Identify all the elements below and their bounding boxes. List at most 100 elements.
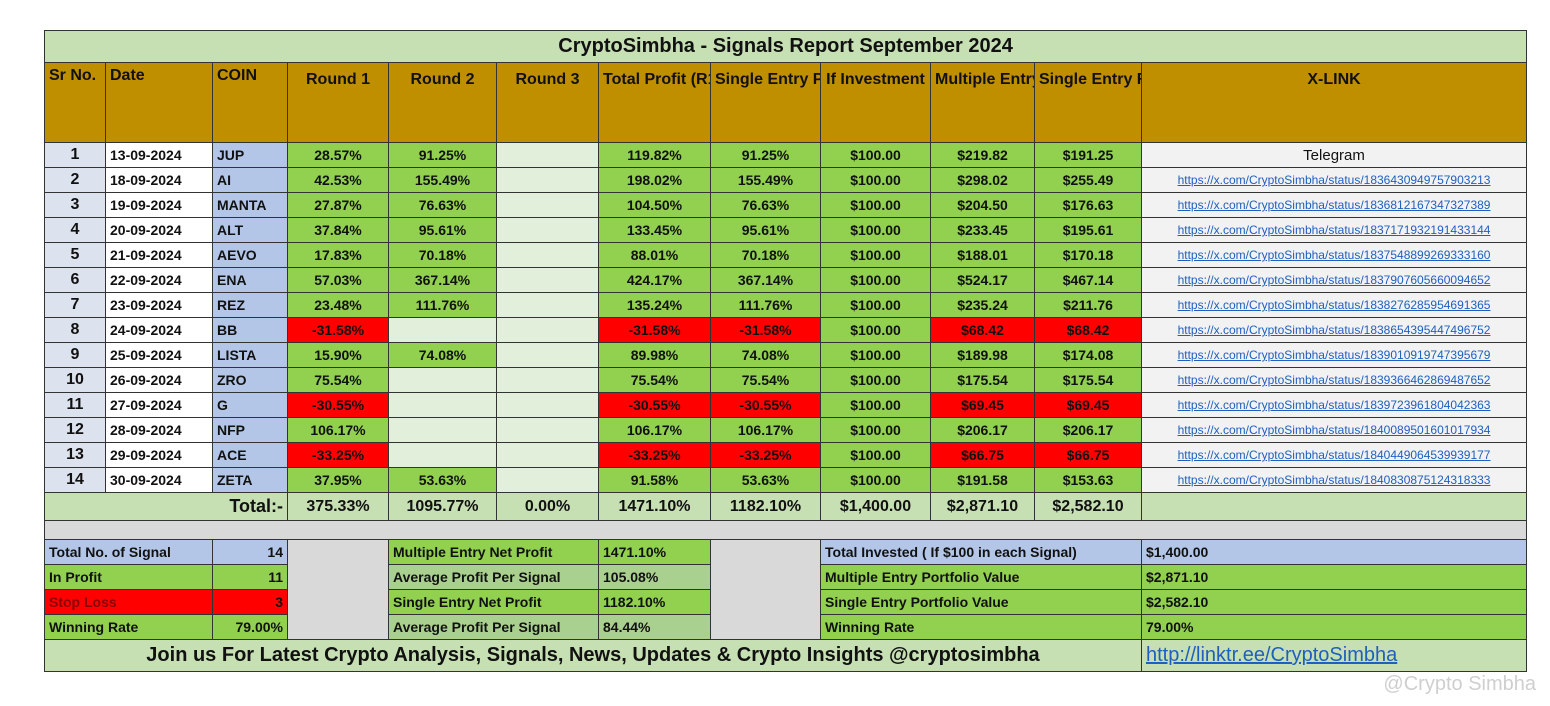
summary-label: Winning Rate bbox=[44, 614, 213, 640]
summary-value: $2,582.10 bbox=[1140, 589, 1528, 615]
cell-sroi: $68.42 bbox=[1034, 317, 1142, 343]
summary-label: Average Profit Per Signal bbox=[388, 564, 599, 590]
table-row: 10 26-09-2024 ZRO 75.54% 75.54% 75.54% $100.00… bbox=[44, 367, 1528, 393]
cell-r2 bbox=[388, 317, 497, 343]
x-link[interactable]: https://x.com/CryptoSimbha/status/184083… bbox=[1177, 473, 1491, 487]
cell-date: 18-09-2024 bbox=[105, 167, 213, 193]
table-row: 7 23-09-2024 REZ 23.48% 111.76% 135.24% 111.76… bbox=[44, 292, 1528, 318]
cell-total: -33.25% bbox=[598, 442, 711, 468]
total-multi: $2,871.10 bbox=[930, 492, 1035, 521]
column-header: Single Entry Profit bbox=[710, 62, 821, 143]
summary-label: Single Entry Portfolio Value bbox=[820, 589, 1142, 615]
x-link[interactable]: https://x.com/CryptoSimbha/status/183790… bbox=[1177, 273, 1491, 287]
cell-link[interactable]: https://x.com/CryptoSimbha/status/183936… bbox=[1140, 367, 1528, 393]
cell-total: -30.55% bbox=[598, 392, 711, 418]
column-header: Sr No. bbox=[44, 62, 106, 143]
x-link[interactable]: https://x.com/CryptoSimbha/status/184008… bbox=[1177, 423, 1491, 437]
cell-r3 bbox=[496, 292, 599, 318]
cell-link[interactable]: https://x.com/CryptoSimbha/status/183972… bbox=[1140, 392, 1528, 418]
footer-text: Join us For Latest Crypto Analysis, Sign… bbox=[44, 639, 1142, 672]
cell-link[interactable]: https://x.com/CryptoSimbha/status/183754… bbox=[1140, 242, 1528, 268]
cell-link[interactable]: https://x.com/CryptoSimbha/status/183681… bbox=[1140, 192, 1528, 218]
cell-coin: ZRO bbox=[212, 367, 288, 393]
cell-inv: $100.00 bbox=[820, 292, 931, 318]
cell-link[interactable]: https://x.com/CryptoSimbha/status/184083… bbox=[1140, 467, 1528, 493]
cell-r3 bbox=[496, 417, 599, 443]
cell-r1: 37.95% bbox=[287, 467, 389, 493]
table-row: 11 27-09-2024 G -30.55% -30.55% -30.55% $100.0… bbox=[44, 392, 1528, 418]
x-link[interactable]: https://x.com/CryptoSimbha/status/183717… bbox=[1177, 223, 1491, 237]
cell-inv: $100.00 bbox=[820, 317, 931, 343]
x-link[interactable]: https://x.com/CryptoSimbha/status/183827… bbox=[1177, 298, 1491, 312]
table-row: 14 30-09-2024 ZETA 37.95% 53.63% 91.58% 53.63%… bbox=[44, 467, 1528, 493]
cell-multi: $235.24 bbox=[930, 292, 1035, 318]
cell-r3 bbox=[496, 442, 599, 468]
report-title: CryptoSimbha - Signals Report September … bbox=[43, 30, 1528, 63]
cell-single: -31.58% bbox=[710, 317, 821, 343]
cell-total: 104.50% bbox=[598, 192, 711, 218]
x-link[interactable]: https://x.com/CryptoSimbha/status/183865… bbox=[1177, 323, 1491, 337]
cell-r3 bbox=[496, 217, 599, 243]
table-row: 9 25-09-2024 LISTA 15.90% 74.08% 89.98% 74.08%… bbox=[44, 342, 1528, 368]
cell-r2: 111.76% bbox=[388, 292, 497, 318]
table-row: 2 18-09-2024 AI 42.53% 155.49% 198.02% 155.49%… bbox=[44, 167, 1528, 193]
x-link[interactable]: https://x.com/CryptoSimbha/status/183754… bbox=[1177, 248, 1491, 262]
cell-link[interactable]: https://x.com/CryptoSimbha/status/183643… bbox=[1140, 167, 1528, 193]
cell-single: 155.49% bbox=[710, 167, 821, 193]
cell-coin: AEVO bbox=[212, 242, 288, 268]
cell-multi: $524.17 bbox=[930, 267, 1035, 293]
cell-date: 13-09-2024 bbox=[105, 142, 213, 168]
cell-single: 53.63% bbox=[710, 467, 821, 493]
total-single_roi: $2,582.10 bbox=[1034, 492, 1142, 521]
cell-r2: 53.63% bbox=[388, 467, 497, 493]
column-header: Round 1 bbox=[287, 62, 389, 143]
x-link[interactable]: https://x.com/CryptoSimbha/status/183972… bbox=[1177, 398, 1491, 412]
cell-single: 76.63% bbox=[710, 192, 821, 218]
x-link[interactable]: https://x.com/CryptoSimbha/status/183643… bbox=[1177, 173, 1491, 187]
summary-value: 14 bbox=[212, 539, 288, 565]
cell-link[interactable]: https://x.com/CryptoSimbha/status/183865… bbox=[1140, 317, 1528, 343]
total-r3: 0.00% bbox=[496, 492, 599, 521]
table-row: 5 21-09-2024 AEVO 17.83% 70.18% 88.01% 70.18% $… bbox=[44, 242, 1528, 268]
cell-multi: $204.50 bbox=[930, 192, 1035, 218]
cell-r1: 42.53% bbox=[287, 167, 389, 193]
cell-r2 bbox=[388, 442, 497, 468]
cell-link[interactable]: https://x.com/CryptoSimbha/status/184008… bbox=[1140, 417, 1528, 443]
table-row: 6 22-09-2024 ENA 57.03% 367.14% 424.17% 367.14… bbox=[44, 267, 1528, 293]
cell-r3 bbox=[496, 317, 599, 343]
cell-sroi: $211.76 bbox=[1034, 292, 1142, 318]
cell-link[interactable]: https://x.com/CryptoSimbha/status/183790… bbox=[1140, 267, 1528, 293]
cell-inv: $100.00 bbox=[820, 242, 931, 268]
x-link[interactable]: https://x.com/CryptoSimbha/status/183936… bbox=[1177, 373, 1491, 387]
cell-r3 bbox=[496, 342, 599, 368]
cell-sroi: $255.49 bbox=[1034, 167, 1142, 193]
cell-date: 19-09-2024 bbox=[105, 192, 213, 218]
summary-label: Winning Rate bbox=[820, 614, 1142, 640]
x-link[interactable]: https://x.com/CryptoSimbha/status/184044… bbox=[1177, 448, 1491, 462]
summary-value: 79.00% bbox=[1140, 614, 1528, 640]
cell-coin: MANTA bbox=[212, 192, 288, 218]
x-link[interactable]: https://x.com/CryptoSimbha/status/183901… bbox=[1177, 348, 1491, 362]
cell-single: 106.17% bbox=[710, 417, 821, 443]
linktree-link[interactable]: http://linktr.ee/CryptoSimbha bbox=[1146, 644, 1398, 666]
cell-link[interactable]: https://x.com/CryptoSimbha/status/184044… bbox=[1140, 442, 1528, 468]
cell-link[interactable]: Telegram bbox=[1140, 142, 1528, 168]
summary-value: 84.44% bbox=[598, 614, 711, 640]
summary-value: 11 bbox=[212, 564, 288, 590]
cell-link[interactable]: https://x.com/CryptoSimbha/status/183901… bbox=[1140, 342, 1528, 368]
x-link[interactable]: https://x.com/CryptoSimbha/status/183681… bbox=[1177, 198, 1491, 212]
table-row: 4 20-09-2024 ALT 37.84% 95.61% 133.45% 95.61% $… bbox=[44, 217, 1528, 243]
cell-sr: 4 bbox=[44, 217, 106, 243]
cell-link[interactable]: https://x.com/CryptoSimbha/status/183827… bbox=[1140, 292, 1528, 318]
cell-r2: 76.63% bbox=[388, 192, 497, 218]
summary-label: Multiple Entry Net Profit bbox=[388, 539, 599, 565]
cell-date: 26-09-2024 bbox=[105, 367, 213, 393]
cell-link[interactable]: https://x.com/CryptoSimbha/status/183717… bbox=[1140, 217, 1528, 243]
cell-coin: G bbox=[212, 392, 288, 418]
cell-single: 91.25% bbox=[710, 142, 821, 168]
cell-inv: $100.00 bbox=[820, 442, 931, 468]
summary-value: 79.00% bbox=[212, 614, 288, 640]
cell-date: 30-09-2024 bbox=[105, 467, 213, 493]
cell-multi: $298.02 bbox=[930, 167, 1035, 193]
total-r2: 1095.77% bbox=[388, 492, 497, 521]
